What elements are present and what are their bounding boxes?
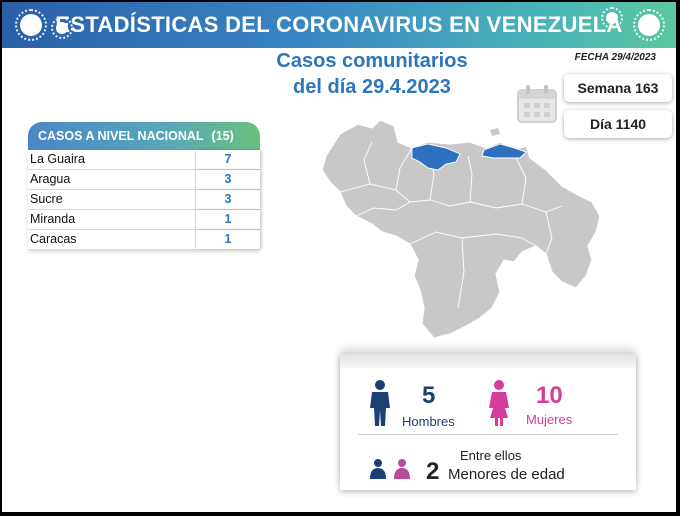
- report-title-line1: Casos comunitarios: [276, 50, 468, 72]
- minors-label: Menores de edad: [448, 466, 565, 483]
- national-cases-rows: La Guaira 7 Aragua 3 Sucre 3 Miranda 1 C…: [28, 150, 260, 250]
- table-row: Caracas 1: [28, 230, 260, 250]
- state-cases: 1: [195, 210, 260, 229]
- table-row: Miranda 1: [28, 210, 260, 230]
- children-icon: [370, 459, 410, 479]
- state-cases: 3: [195, 190, 260, 209]
- table-row: La Guaira 7: [28, 150, 260, 170]
- virus-icon: [633, 9, 665, 41]
- map-states-gray: [321, 119, 601, 339]
- state-cases: 1: [195, 230, 260, 249]
- table-row: Sucre 3: [28, 190, 260, 210]
- national-cases-header-label: CASOS A NIVEL NACIONAL: [38, 129, 204, 143]
- virus-icon: [601, 7, 623, 29]
- men-label: Hombres: [402, 414, 455, 429]
- header-banner: ESTADÍSTICAS DEL CORONAVIRUS EN VENEZUEL…: [2, 2, 676, 48]
- banner-title: ESTADÍSTICAS DEL CORONAVIRUS EN VENEZUEL…: [55, 12, 623, 37]
- state-cases: 3: [195, 170, 260, 189]
- week-badge: Semana 163: [564, 74, 672, 102]
- state-name: Caracas: [30, 232, 77, 246]
- virus-icon: [15, 9, 47, 41]
- minors-count: 2: [426, 458, 440, 485]
- infographic-card: ESTADÍSTICAS DEL CORONAVIRUS EN VENEZUEL…: [2, 2, 676, 512]
- man-icon: [370, 380, 390, 426]
- state-name: Sucre: [30, 192, 63, 206]
- map-state-sucre: [481, 143, 527, 159]
- women-label: Mujeres: [526, 412, 573, 427]
- state-cases: 7: [195, 150, 260, 169]
- state-name: Aragua: [30, 172, 71, 186]
- minors-intro: Entre ellos: [460, 448, 522, 463]
- report-date: FECHA 29/4/2023: [574, 52, 656, 63]
- virus-icon: [51, 17, 73, 39]
- report-title-line2: del día 29.4.2023: [293, 76, 451, 98]
- men-count: 5: [422, 382, 436, 409]
- report-title: Casos comunitarios del día 29.4.2023: [232, 48, 512, 100]
- calendar-icon: [517, 85, 557, 123]
- map-states-highlighted: [411, 143, 461, 171]
- state-name: Miranda: [30, 212, 76, 226]
- state-name: La Guaira: [30, 152, 85, 166]
- day-badge: Día 1140: [564, 110, 672, 138]
- woman-icon: [489, 380, 509, 426]
- table-row: Aragua 3: [28, 170, 260, 190]
- women-count: 10: [536, 382, 563, 409]
- national-cases-header: CASOS A NIVEL NACIONAL (15): [28, 122, 260, 150]
- demographics-box: 5 Hombres 10 Mujeres Entre ellos 2 Menor…: [340, 354, 636, 490]
- national-cases-total: (15): [211, 129, 234, 143]
- venezuela-map: [321, 119, 601, 339]
- national-cases-table: CASOS A NIVEL NACIONAL (15) La Guaira 7 A…: [28, 122, 260, 250]
